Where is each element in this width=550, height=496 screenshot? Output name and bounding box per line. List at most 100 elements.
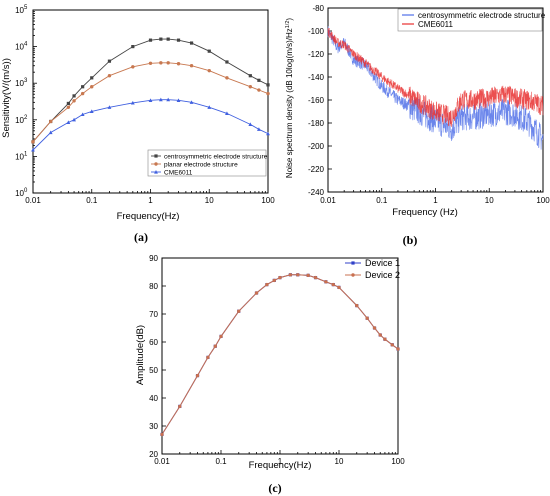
- panel-a-point-series-1: [207, 49, 211, 53]
- panel-c-legend-label: Device 1: [365, 258, 400, 268]
- panel-a-point-series-1: [189, 41, 194, 45]
- panel-a-point-series-2: [248, 85, 253, 89]
- panel-c-y-tick-label: 40: [149, 394, 158, 403]
- panel-c-point-series-2: [331, 282, 335, 287]
- panel-a-label: (a): [134, 230, 148, 244]
- panel-c-point-series-2: [288, 273, 293, 277]
- panel-c-y-tick-label: 80: [149, 282, 158, 291]
- panel-c-point-series-2: [372, 326, 377, 330]
- panel-a-y-tick-label: 10: [15, 116, 24, 125]
- panel-c-point-series-2: [237, 309, 241, 313]
- panel-a-point-series-1: [266, 83, 270, 87]
- panel-c-point-series-2: [254, 291, 259, 295]
- panel-a-point-series-1: [81, 85, 85, 89]
- panel-a-x-axis-title: Frequency(Hz): [117, 211, 180, 222]
- panel-a-point-series-3: [80, 112, 85, 117]
- panel-a-point-series-3: [266, 131, 270, 136]
- panel-a-legend-box: [147, 149, 267, 177]
- panel-a-point-series-1: [225, 60, 229, 64]
- panel-c-point-series-2: [396, 347, 400, 351]
- panel-b-y-tick-label: -240: [308, 188, 325, 197]
- panel-c-x-tick-label: 10: [335, 457, 344, 466]
- panel-a-point-series-3: [31, 147, 35, 152]
- panel-a-point-series-2: [72, 99, 76, 103]
- panel-a-point-series-2: [66, 105, 71, 109]
- panel-c-point-series-2: [296, 273, 300, 277]
- panel-b-y-tick-label: -200: [308, 142, 325, 151]
- panel-c-x-tick-label: 1: [278, 457, 283, 466]
- panel-a-point-series-3: [89, 109, 94, 113]
- panel-a-point-series-2: [48, 119, 53, 124]
- panel-a-y-tick-label: 10: [15, 79, 24, 88]
- panel-c-point-series-2: [337, 285, 341, 290]
- panel-a-point-series-1: [72, 94, 76, 98]
- panel-a-legend-label: CME6011: [164, 169, 193, 176]
- panel-c-y-tick-label: 60: [149, 338, 158, 347]
- panel-b-y-tick-label: -100: [308, 27, 325, 36]
- panel-a-y-tick-exponent: 5: [24, 5, 28, 11]
- panel-a-point-series-2: [80, 91, 85, 96]
- panel-a-point-series-1: [107, 59, 112, 63]
- panel-a-y-tick-exponent: 2: [24, 115, 28, 121]
- panel-c-point-series-2: [195, 373, 200, 378]
- panel-a-point-series-1: [257, 78, 261, 82]
- panel-a-point-series-3: [176, 98, 181, 102]
- panel-b-series-trace-2: [327, 27, 544, 127]
- panel-c-point-series-2: [272, 278, 276, 283]
- panel-c-x-tick-label: 0.1: [215, 457, 227, 466]
- panel-a-x-tick-label: 100: [261, 196, 275, 205]
- panel-b-series-trace-1: [327, 26, 544, 150]
- panel-a-point-series-3: [256, 127, 261, 131]
- panel-b-x-tick-label: 10: [485, 196, 494, 205]
- panel-a-legend-label: centrosymmetric electrode structure: [164, 153, 268, 160]
- panel-a-point-series-2: [207, 68, 211, 73]
- panel-b-x-tick-label: 0.1: [376, 196, 388, 205]
- panel-a-x-tick-label: 1: [148, 196, 153, 205]
- panel-a-point-series-3: [66, 120, 71, 124]
- panel-a-point-series-1: [131, 45, 135, 49]
- panel-b-legend-label: CME6011: [418, 20, 454, 29]
- panel-c-point-series-2: [313, 275, 318, 280]
- panel-c-legend-marker: [351, 261, 355, 265]
- panel-b-y-tick-label: -80: [312, 4, 324, 13]
- panel-a-point-series-3: [130, 100, 135, 105]
- panel-a-point-series-2: [131, 65, 135, 69]
- panel-c-plot-area: 0.01 0.1 1 10 100 20 30 40 50 60 70 80 90: [149, 254, 405, 466]
- panel-a-point-series-2: [31, 140, 35, 144]
- panel-a-y-tick-exponent: 1: [24, 151, 28, 157]
- panel-a-legend-label: planar electrode structure: [164, 161, 238, 168]
- panel-a-legend-marker: [154, 162, 158, 166]
- panel-a-point-series-2: [189, 64, 194, 68]
- panel-c-point-series-2: [278, 275, 282, 280]
- panel-a-point-series-2: [257, 88, 261, 92]
- panel-a-x-tick-label: 0.1: [86, 196, 98, 205]
- panel-a-y-tick-label: 10: [15, 6, 24, 15]
- panel-b-x-tick-label: 0.01: [320, 196, 336, 205]
- panel-a-legend: centrosymmetric electrode structureplana…: [147, 149, 268, 177]
- panel-c-point-series-2: [213, 344, 217, 348]
- panel-c-y-tick-label: 90: [149, 254, 158, 263]
- panel-a-point-series-3: [207, 105, 212, 109]
- panel-a-y-axis-title: Sensitivity(V/(m/s)): [1, 58, 12, 138]
- panel-a-point-series-2: [266, 91, 270, 96]
- panel-a-y-tick-label: 10: [15, 189, 24, 198]
- panel-c-point-series-2: [160, 432, 164, 437]
- panel-b-legend-box: [397, 8, 543, 32]
- panel-c-x-tick-label: 0.01: [154, 457, 170, 466]
- panel-a-point-series-1: [90, 76, 94, 80]
- panel-b-y-tick-label: -220: [308, 165, 325, 174]
- panel-a-point-series-2: [166, 61, 170, 65]
- panel-a-y-tick-label: 10: [15, 152, 24, 161]
- panel-b-plot-area: 0.01 0.1 1 10 100 -80 -100 -120 -140 -160 -180 -200…: [308, 4, 550, 205]
- panel-c-y-tick-label: 50: [149, 366, 158, 375]
- panel-a-point-series-3: [225, 111, 229, 115]
- panel-c: 0.01 0.1 1 10 100 20 30 40 50 60 70 80 90 Frequency(…: [135, 254, 405, 495]
- panel-a-y-tick-exponent: 4: [24, 42, 28, 48]
- panel-c-point-series-2: [306, 273, 310, 278]
- panel-b: 0.01 0.1 1 10 100 -80 -100 -120 -140 -160 -180 -200…: [285, 4, 550, 247]
- panel-a-point-series-3: [72, 117, 76, 122]
- panel-a-x-tick-label: 0.01: [25, 196, 41, 205]
- panel-c-point-series-2: [324, 280, 328, 284]
